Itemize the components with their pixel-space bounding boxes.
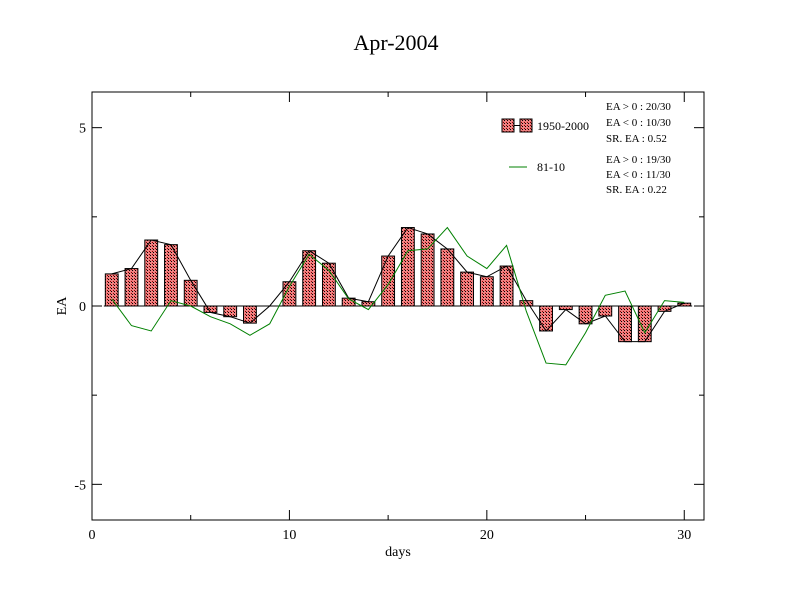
x-tick-label: 30: [677, 528, 691, 543]
x-tick-label: 0: [89, 528, 96, 543]
legend: 1950-2000 81-10 EA > 0 : 20/30 EA < 0 : 10/…: [501, 101, 671, 196]
bar: [321, 262, 336, 307]
bar: [479, 276, 494, 307]
y-tick-label: 5: [79, 122, 86, 137]
bar: [164, 244, 178, 307]
legend-bar-swatch: [519, 118, 533, 133]
chart-title: Apr-2004: [353, 30, 438, 55]
x-tick-label: 10: [282, 528, 296, 543]
bar: [144, 239, 159, 307]
line-series-group: [111, 226, 685, 366]
bar: [183, 279, 198, 307]
line-series-81-10: [111, 226, 685, 366]
stat-81-10: EA > 0 : 19/30: [606, 154, 671, 166]
bar-series-1950-2000: [104, 227, 692, 343]
bar: [302, 250, 317, 307]
bar-series-trend-line: [111, 226, 685, 343]
stat-81-10: EA < 0 : 11/30: [606, 169, 671, 181]
bar: [460, 271, 475, 307]
stat-1950-2000: SR. EA : 0.52: [606, 133, 667, 145]
y-axis-label: EA: [55, 296, 70, 316]
y-tick-label: -5: [74, 478, 86, 493]
bar: [223, 305, 238, 318]
bar: [400, 227, 415, 307]
bar: [104, 273, 119, 307]
legend-label-1950-2000: 1950-2000: [537, 119, 589, 133]
axes: 0 10 20 30 -5 0 5: [74, 92, 704, 543]
y-tick-label: 0: [79, 300, 86, 315]
bar: [499, 265, 514, 307]
x-tick-label: 20: [480, 528, 494, 543]
x-axis-label: days: [385, 545, 411, 560]
stat-1950-2000: EA < 0 : 10/30: [606, 117, 671, 129]
bar: [243, 305, 257, 324]
stat-1950-2000: EA > 0 : 20/30: [606, 101, 671, 113]
stat-81-10: SR. EA : 0.22: [606, 184, 667, 196]
bar: [440, 248, 455, 307]
bar: [598, 305, 613, 317]
bar: [203, 305, 218, 313]
bar: [539, 305, 553, 332]
legend-label-81-10: 81-10: [537, 160, 565, 174]
legend-bar-swatch: [501, 118, 515, 133]
bar: [381, 255, 396, 307]
bar: [124, 268, 139, 307]
